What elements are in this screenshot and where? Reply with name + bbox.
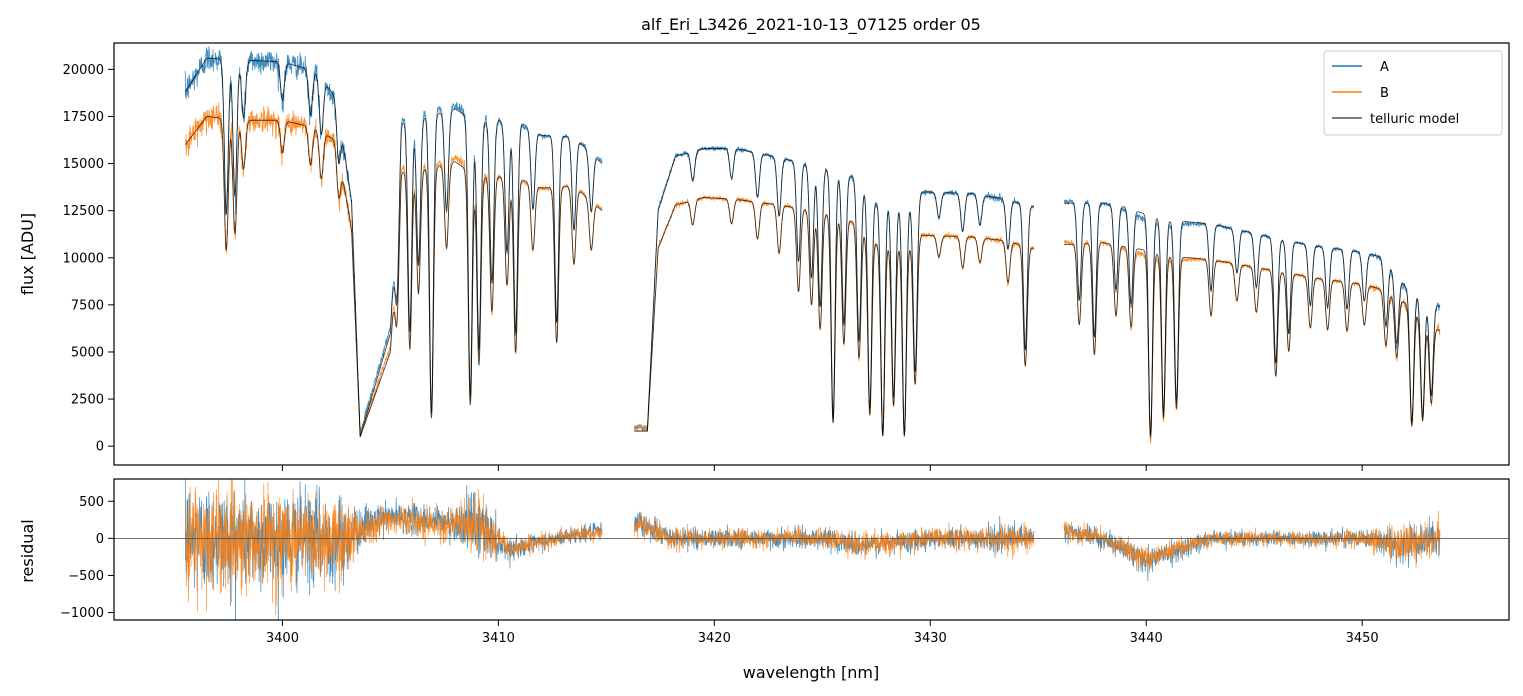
flux-plot-frame: [113, 42, 1510, 466]
legend-label-a: A: [1380, 60, 1389, 75]
legend-box: [1323, 50, 1503, 136]
legend-label-b: B: [1380, 86, 1389, 101]
residual-x-tick-label: 3430: [914, 631, 947, 646]
residual-x-tick-label: 3400: [266, 631, 299, 646]
flux-y-tick-label: 17500: [63, 110, 104, 125]
residual-panel: −1000 −500 0 500 3400 3410 3420 3430 3440 3450 r…: [18, 478, 1510, 682]
legend-label-telluric-model: telluric model: [1370, 112, 1459, 127]
flux-x-ticks: [281, 465, 1363, 471]
legend: A B telluric model: [1323, 50, 1503, 136]
telluric-model-b: [1064, 242, 1441, 438]
telluric-model-b: [184, 116, 603, 437]
telluric-model-a: [1064, 202, 1441, 435]
flux-y-tick-label: 2500: [71, 393, 104, 408]
flux-y-tick-label: 12500: [63, 204, 104, 219]
flux-y-tick-label: 15000: [63, 157, 104, 172]
flux-y-tick-label: 7500: [71, 298, 104, 313]
residual-x-tick-label: 3410: [482, 631, 515, 646]
residual-plot-frame: [113, 478, 1510, 621]
telluric-model-b: [634, 197, 1035, 437]
residual-y-axis-label: residual: [18, 519, 37, 582]
residual-x-tick-label: 3440: [1130, 631, 1163, 646]
residual-y-tick-label: −500: [68, 569, 104, 584]
residual-y-tick-label: −1000: [60, 606, 104, 621]
flux-y-axis-label: flux [ADU]: [18, 213, 37, 295]
residual-y-tick-label: 500: [79, 495, 104, 510]
flux-y-tick-label: 5000: [71, 345, 104, 360]
residual-b: [634, 511, 1035, 561]
telluric-model-a: [184, 57, 603, 437]
residual-x-tick-label: 3450: [1346, 631, 1379, 646]
residual-b: [1063, 510, 1441, 573]
flux-y-ticks: 0 2500 5000 7500 10000 12500 15000 17500 20000: [63, 63, 114, 455]
flux-y-tick-label: 10000: [63, 251, 104, 266]
residual-y-ticks: −1000 −500 0 500: [60, 495, 114, 621]
flux-y-tick-label: 20000: [63, 63, 104, 78]
residual-x-tick-label: 3420: [698, 631, 731, 646]
flux-y-tick-label: 0: [96, 440, 104, 455]
x-axis-label: wavelength [nm]: [743, 663, 880, 682]
residual-y-tick-label: 0: [96, 532, 104, 547]
residual-b: [184, 479, 603, 615]
flux-panel: 0 2500 5000 7500 10000 12500 15000 17500 20000 f…: [18, 42, 1510, 471]
chart-title: alf_Eri_L3426_2021-10-13_07125 order 05: [641, 15, 981, 35]
residual-x-ticks: 3400 3410 3420 3430 3440 3450: [266, 620, 1379, 646]
